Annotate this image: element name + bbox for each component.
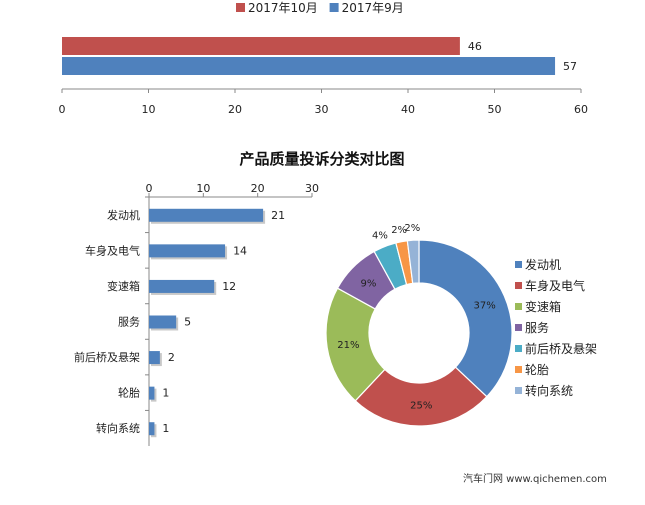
donut-legend-label-4: 前后桥及悬架 — [525, 341, 597, 356]
top-tick-label-2: 20 — [251, 182, 265, 195]
category-bar-0 — [149, 208, 264, 222]
category-bar-2 — [149, 279, 215, 293]
donut-legend-swatch-4 — [515, 345, 522, 352]
category-value-2: 12 — [222, 280, 236, 293]
category-label-2: 变速箱 — [107, 279, 140, 293]
slice-label-5: 2% — [391, 225, 407, 236]
donut-slice-1 — [354, 366, 488, 427]
legend-label-0: 2017年10月 — [248, 1, 318, 15]
category-bar-4 — [149, 351, 160, 365]
slice-label-0: 37% — [474, 301, 496, 312]
category-value-5: 1 — [162, 387, 169, 400]
donut-legend-swatch-2 — [515, 303, 522, 310]
bar-value-1: 57 — [563, 60, 577, 73]
x-tick-label-1: 10 — [142, 103, 156, 116]
x-tick-label-6: 60 — [574, 103, 588, 116]
x-tick-label-2: 20 — [228, 103, 242, 116]
donut-legend-label-0: 发动机 — [525, 257, 561, 272]
category-label-1: 车身及电气 — [85, 243, 140, 257]
donut-legend-swatch-0 — [515, 261, 522, 268]
slice-label-3: 9% — [361, 278, 377, 289]
slice-label-4: 4% — [372, 230, 388, 241]
legend-swatch-0 — [236, 3, 245, 12]
x-tick-label-0: 0 — [59, 103, 66, 116]
donut-legend-swatch-6 — [515, 387, 522, 394]
donut-slice-0 — [418, 239, 513, 398]
chart-title: 产品质量投诉分类对比图 — [239, 150, 404, 168]
slice-label-1: 25% — [410, 400, 432, 411]
donut-legend-label-3: 服务 — [525, 320, 549, 335]
category-bar-6 — [149, 422, 155, 436]
bar-1 — [62, 57, 556, 75]
legend-label-1: 2017年9月 — [342, 1, 404, 15]
category-bar-3 — [149, 315, 177, 329]
x-tick-label-5: 50 — [488, 103, 502, 116]
bar-value-0: 46 — [468, 40, 482, 53]
category-label-4: 前后桥及悬架 — [74, 350, 140, 364]
x-tick-label-3: 30 — [315, 103, 329, 116]
complaint-share-donut-chart: 37%25%21%9%4%2%2%发动机车身及电气变速箱服务前后桥及悬架轮胎转向… — [325, 223, 597, 427]
donut-legend-label-5: 轮胎 — [525, 363, 549, 377]
category-bar-1 — [149, 244, 226, 258]
category-label-3: 服务 — [118, 316, 140, 329]
category-value-4: 2 — [168, 351, 175, 364]
donut-legend-label-6: 转向系统 — [525, 383, 573, 398]
category-value-6: 1 — [162, 422, 169, 435]
x-tick-label-4: 40 — [401, 103, 415, 116]
donut-legend-label-1: 车身及电气 — [525, 278, 585, 293]
donut-slice-6 — [406, 239, 420, 285]
category-label-5: 轮胎 — [118, 386, 140, 400]
category-label-0: 发动机 — [107, 208, 140, 222]
top-tick-label-1: 10 — [196, 182, 210, 195]
category-value-3: 5 — [184, 316, 191, 329]
slice-label-2: 21% — [337, 340, 359, 351]
top-tick-label-0: 0 — [146, 182, 153, 195]
slice-label-6: 2% — [404, 223, 420, 234]
footer-watermark: 汽车门网 www.qichemen.com — [463, 472, 607, 485]
category-value-0: 21 — [271, 209, 285, 222]
comparison-bar-chart: 2017年10月 2017年9月 46 57 0 10 20 30 40 50 60 — [59, 1, 589, 116]
donut-legend-swatch-5 — [515, 366, 522, 373]
category-value-1: 14 — [233, 244, 247, 257]
bar-0 — [62, 37, 460, 55]
donut-legend-label-2: 变速箱 — [525, 299, 561, 314]
donut-legend-swatch-1 — [515, 282, 522, 289]
donut-legend-swatch-3 — [515, 324, 522, 331]
category-label-6: 转向系统 — [96, 421, 140, 435]
top-tick-label-3: 30 — [305, 182, 319, 195]
legend-swatch-1 — [329, 3, 339, 12]
category-bar-5 — [149, 386, 155, 400]
